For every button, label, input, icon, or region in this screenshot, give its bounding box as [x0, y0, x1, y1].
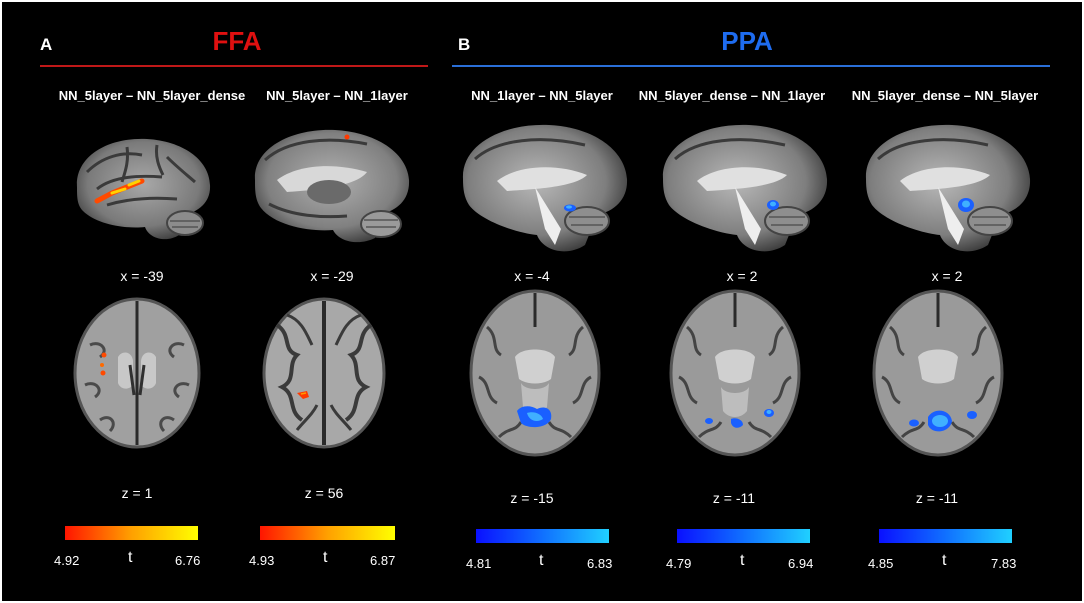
colorbar-max-b3: 7.83	[991, 556, 1017, 571]
colorbar-min-b3: 4.85	[868, 556, 894, 571]
sagittal-label-a2: x = -29	[310, 268, 354, 284]
sagittal-label-b3: x = 2	[931, 268, 963, 284]
axial-label-b2: z = -11	[712, 490, 756, 506]
column-label-b3: NN_5layer_dense – NN_5layer	[851, 88, 1039, 103]
sagittal-brain-b1	[462, 124, 628, 252]
sagittal-label-b1: x = -4	[514, 268, 550, 284]
colorbar-b2	[677, 529, 810, 543]
column-label-b2: NN_5layer_dense – NN_1layer	[638, 88, 826, 103]
colorbar-stat-b2: t	[740, 552, 745, 569]
colorbar-stat-b1: t	[539, 552, 544, 569]
colorbar-max-b2: 6.94	[788, 556, 814, 571]
axial-label-b3: z = -11	[915, 490, 959, 506]
axial-label-b1: z = -15	[510, 490, 554, 506]
sagittal-brain-a1	[76, 138, 211, 240]
colorbar-max-a2: 6.87	[370, 553, 396, 568]
sagittal-label-b2: x = 2	[726, 268, 758, 284]
colorbar-b1	[476, 529, 609, 543]
colorbar-b3	[879, 529, 1012, 543]
colorbar-stat-a1: t	[128, 549, 133, 566]
axial-label-a1: z = 1	[121, 485, 153, 501]
column-label-b1: NN_1layer – NN_5layer	[471, 88, 613, 103]
sagittal-brain-b2	[662, 124, 828, 252]
axial-brain-b2	[669, 289, 801, 457]
colorbar-max-b1: 6.83	[587, 556, 613, 571]
panel-b-rule	[452, 65, 1050, 67]
axial-brain-b3	[872, 289, 1004, 457]
colorbar-min-b1: 4.81	[466, 556, 492, 571]
panel-a-rule	[40, 65, 428, 67]
colorbar-min-a1: 4.92	[54, 553, 80, 568]
column-label-a1: NN_5layer – NN_5layer_dense	[58, 88, 246, 103]
panel-a-title: FFA	[212, 26, 262, 56]
sagittal-label-a1: x = -39	[120, 268, 164, 284]
sagittal-brain-a2	[254, 129, 410, 243]
axial-brain-a1	[73, 297, 201, 449]
axial-brain-b1	[469, 289, 601, 457]
colorbar-stat-a2: t	[323, 549, 328, 566]
panel-a-letter: A	[40, 35, 53, 54]
axial-brain-a2	[262, 297, 386, 449]
colorbar-a1	[65, 526, 198, 540]
panel-b-letter: B	[458, 35, 471, 54]
axial-label-a2: z = 56	[304, 485, 344, 501]
panel-b-title: PPA	[721, 26, 773, 56]
colorbar-min-a2: 4.93	[249, 553, 275, 568]
colorbar-stat-b3: t	[942, 552, 947, 569]
colorbar-min-b2: 4.79	[666, 556, 692, 571]
column-label-a2: NN_5layer – NN_1layer	[266, 88, 408, 103]
colorbar-max-a1: 6.76	[175, 553, 201, 568]
sagittal-brain-b3	[865, 124, 1031, 252]
colorbar-a2	[260, 526, 395, 540]
